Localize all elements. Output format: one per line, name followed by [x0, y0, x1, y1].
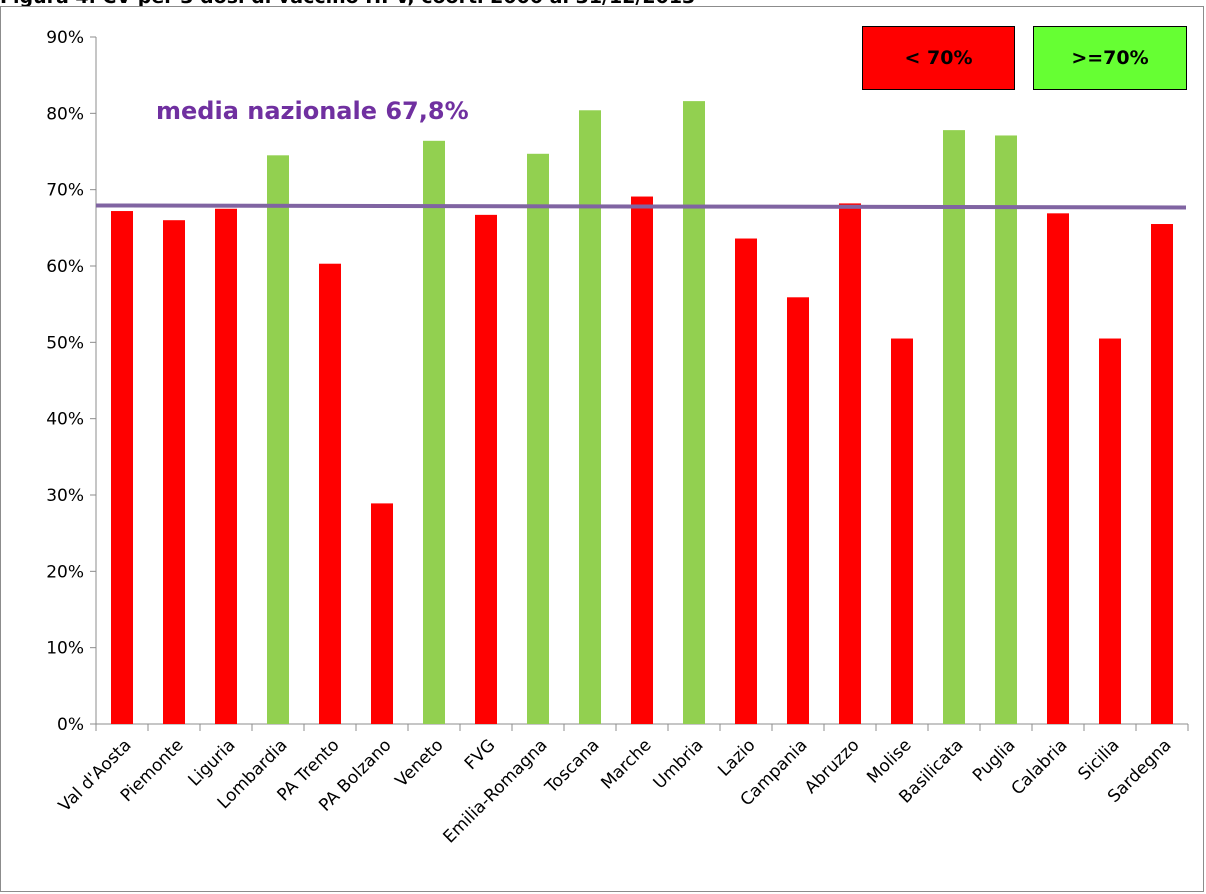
bar-basilicata	[943, 130, 965, 725]
legend-item-above: >=70%	[1033, 26, 1187, 90]
y-tick-label: 20%	[46, 562, 84, 582]
bar-lazio	[735, 238, 757, 724]
y-tick-label: 0%	[57, 715, 84, 735]
bar-veneto	[423, 140, 445, 724]
x-tick-label: Lazio	[714, 735, 759, 780]
bars	[111, 101, 1173, 725]
legend-item-below: < 70%	[862, 26, 1015, 90]
y-tick-label: 10%	[46, 639, 84, 659]
bar-campania	[787, 297, 809, 724]
legend-label-above: >=70%	[1071, 47, 1149, 69]
x-tick-label: Marche	[597, 735, 655, 793]
y-tick-label: 60%	[46, 257, 84, 277]
x-tick-label: Toscana	[541, 735, 604, 798]
x-tick-label: Veneto	[392, 735, 448, 791]
reference-line-group: media nazionale 67,8%	[95, 97, 1187, 210]
bar-val-d-aosta	[111, 211, 133, 725]
y-tick-label: 90%	[46, 28, 84, 48]
reference-line	[95, 203, 1187, 210]
bar-sardegna	[1151, 224, 1173, 724]
y-tick-label: 50%	[46, 333, 84, 353]
bar-lombardia	[267, 155, 289, 725]
bar-fvg	[475, 214, 497, 724]
bar-piemonte	[163, 220, 185, 724]
y-tick-label: 30%	[46, 486, 84, 506]
bar-pa-bolzano	[371, 503, 393, 724]
reference-line-label: media nazionale 67,8%	[156, 97, 469, 125]
bar-chart: 0% 10% 20% 30% 40% 50% 60% 70% 80% 90% Val d'Aost…	[46, 28, 1189, 847]
bar-puglia	[995, 135, 1017, 725]
legend-label-below: < 70%	[904, 47, 973, 69]
x-tick-label: FVG	[461, 735, 500, 774]
bar-pa-trento	[319, 263, 341, 724]
bar-toscana	[579, 110, 601, 724]
x-tick-label: Abruzzo	[801, 735, 864, 798]
x-tick-label: Puglia	[969, 735, 1019, 785]
x-tick-label: Val d'Aosta	[55, 735, 136, 816]
y-tick-label: 70%	[46, 181, 84, 201]
bar-calabria	[1047, 213, 1069, 724]
bar-molise	[891, 338, 913, 724]
bar-liguria	[215, 208, 237, 724]
x-tick-label: Umbria	[650, 735, 708, 793]
x-tick-label: Sicilia	[1074, 735, 1123, 784]
chart-title: Figura 4. CV per 3 dosi di vaccino HPV, …	[0, 0, 1206, 8]
chart-frame: 0% 10% 20% 30% 40% 50% 60% 70% 80% 90% Val d'Aost…	[0, 6, 1204, 892]
bar-abruzzo	[839, 203, 861, 724]
y-tick-label: 40%	[46, 410, 84, 430]
bar-sicilia	[1099, 338, 1121, 724]
bar-emilia-romagna	[527, 153, 549, 725]
y-axis: 0% 10% 20% 30% 40% 50% 60% 70% 80% 90%	[46, 28, 97, 735]
bar-umbria	[683, 101, 705, 725]
y-tick-label: 80%	[46, 104, 84, 124]
x-tick-label: Calabria	[1008, 735, 1072, 799]
bar-marche	[631, 196, 653, 724]
